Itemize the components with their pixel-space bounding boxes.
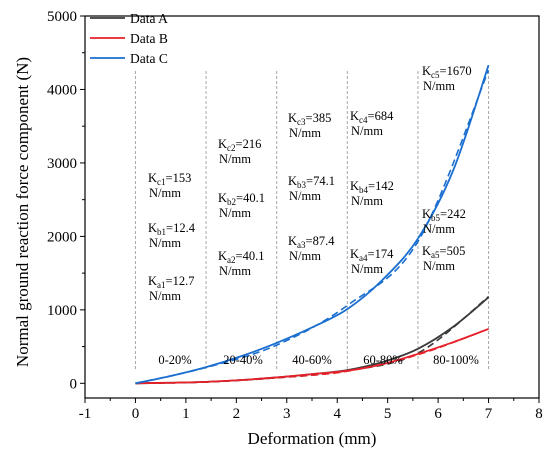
range-label: 80-100% [433, 353, 479, 367]
x-tick-label: 5 [384, 406, 392, 422]
stiffness-label-a2: Ka2=40.1 [218, 249, 264, 265]
stiffness-label-b5-unit: N/mm [423, 222, 455, 236]
stiffness-label-c2: Kc2=216 [218, 137, 261, 153]
stiffness-label-a5-unit: N/mm [423, 259, 455, 273]
series-line-data-c [135, 64, 490, 385]
y-tick-label: 3000 [47, 156, 77, 172]
stiffness-label-c3: Kc3=385 [288, 111, 331, 127]
stiffness-label-c5: Kc5=1670 [422, 64, 472, 80]
series-line-data-b [135, 328, 489, 385]
stiffness-annotations: Kc1=153N/mmKb1=12.4N/mmKa1=12.7N/mmKc2=2… [148, 64, 472, 303]
legend-label: Data B [130, 31, 168, 46]
stiffness-label-b3-unit: N/mm [289, 189, 321, 203]
range-labels: 0-20% 20-40% 40-60% 60-80% 80-100% [158, 353, 479, 367]
stiffness-label-b2-unit: N/mm [219, 206, 251, 220]
stiffness-label-c4: Kc4=684 [350, 109, 394, 125]
stiffness-label-c2-unit: N/mm [219, 152, 251, 166]
stiffness-label-c4-unit: N/mm [351, 124, 383, 138]
stiffness-label-c3-unit: N/mm [289, 126, 321, 140]
y-tick-label: 5000 [47, 9, 77, 25]
stiffness-label-c1: Kc1=153 [148, 171, 191, 187]
stiffness-label-b1-unit: N/mm [149, 236, 181, 250]
x-tick-label: 8 [535, 406, 543, 422]
stiffness-label-b5: Kb5=242 [422, 207, 466, 223]
stiffness-label-b2: Kb2=40.1 [218, 191, 265, 207]
stiffness-label-a3-unit: N/mm [289, 249, 321, 263]
y-tick-label: 4000 [47, 82, 77, 98]
stiffness-label-a1-unit: N/mm [149, 289, 181, 303]
stiffness-label-a2-unit: N/mm [219, 264, 251, 278]
legend-label: Data C [130, 51, 168, 66]
fit-line-data-a [135, 295, 490, 385]
stiffness-label-a4-unit: N/mm [351, 262, 383, 276]
y-axis-title: Normal ground reaction force component (… [13, 57, 32, 367]
x-tick-label: 2 [233, 406, 241, 422]
range-label: 20-40% [223, 353, 263, 367]
stiffness-label-b4: Kb4=142 [350, 179, 394, 195]
legend-label: Data A [130, 11, 168, 26]
stiffness-label-a4: Ka4=174 [350, 247, 394, 263]
series-lines [135, 64, 490, 385]
legend: Data A Data B Data C [90, 11, 168, 66]
y-tick-label: 1000 [47, 303, 77, 319]
stiffness-label-b3: Kb3=74.1 [288, 174, 335, 190]
x-tick-label: 0 [132, 406, 140, 422]
stiffness-label-b4-unit: N/mm [351, 194, 383, 208]
range-label: 40-60% [292, 353, 332, 367]
series-line-data-a [135, 296, 490, 385]
x-tick-label: -1 [79, 406, 92, 422]
stiffness-label-c5-unit: N/mm [423, 79, 455, 93]
x-tick-label: 3 [283, 406, 291, 422]
y-tick-label: 2000 [47, 229, 77, 245]
x-tick-label: 1 [182, 406, 190, 422]
stiffness-label-a3: Ka3=87.4 [288, 234, 335, 250]
stiffness-label-c1-unit: N/mm [149, 186, 181, 200]
x-tick-label: 7 [485, 406, 493, 422]
x-tick-label: 4 [333, 406, 341, 422]
stiffness-label-a1: Ka1=12.7 [148, 274, 194, 290]
range-label: 60-80% [363, 353, 403, 367]
x-tick-label: 6 [434, 406, 442, 422]
range-label: 0-20% [158, 353, 191, 367]
x-axis-title: Deformation (mm) [248, 429, 377, 448]
stiffness-label-a5: Ka5=505 [422, 244, 465, 260]
y-tick-label: 0 [70, 376, 78, 392]
stiffness-label-b1: Kb1=12.4 [148, 221, 196, 237]
